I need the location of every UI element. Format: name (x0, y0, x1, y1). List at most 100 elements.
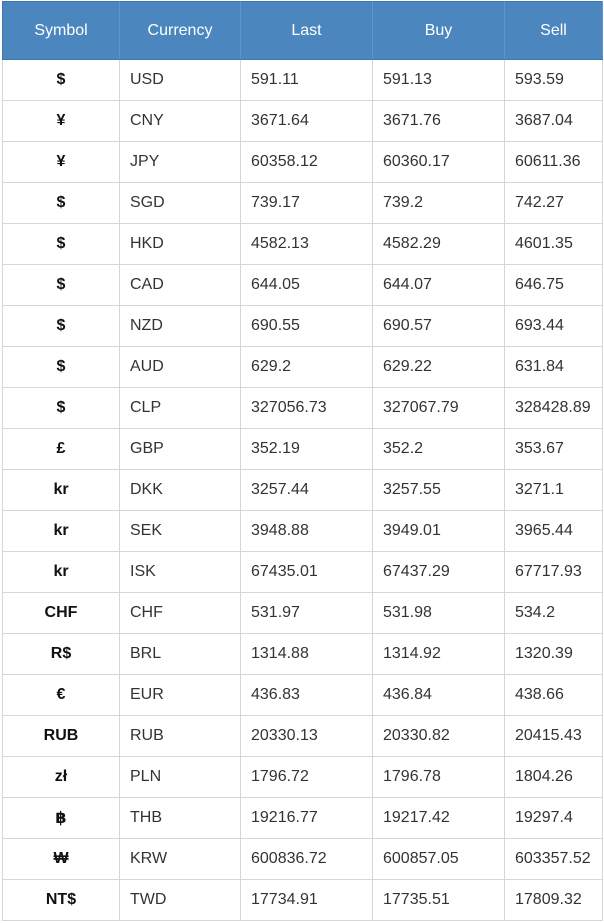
table-row: zł PLN 1796.72 1796.78 1804.26 (2, 756, 603, 798)
cell-symbol: NT$ (2, 879, 120, 921)
cell-last: 600836.72 (240, 838, 373, 880)
cell-buy: 3671.76 (372, 100, 505, 142)
cell-buy: 690.57 (372, 305, 505, 347)
cell-sell: 3965.44 (504, 510, 603, 552)
table-body: $ USD 591.11 591.13 593.59 ¥ CNY 3671.64 3671.76… (2, 59, 603, 921)
cell-sell: 693.44 (504, 305, 603, 347)
cell-buy: 644.07 (372, 264, 505, 306)
cell-currency: NZD (119, 305, 241, 347)
header-symbol[interactable]: Symbol (2, 1, 120, 60)
cell-sell: 534.2 (504, 592, 603, 634)
cell-sell: 60611.36 (504, 141, 603, 183)
cell-buy: 17735.51 (372, 879, 505, 921)
header-last[interactable]: Last (240, 1, 373, 60)
cell-last: 1796.72 (240, 756, 373, 798)
cell-symbol: £ (2, 428, 120, 470)
cell-currency: GBP (119, 428, 241, 470)
table-row: kr DKK 3257.44 3257.55 3271.1 (2, 469, 603, 511)
table-row: $ SGD 739.17 739.2 742.27 (2, 182, 603, 224)
cell-buy: 4582.29 (372, 223, 505, 265)
cell-last: 436.83 (240, 674, 373, 716)
cell-last: 67435.01 (240, 551, 373, 593)
header-buy[interactable]: Buy (372, 1, 505, 60)
cell-currency: SEK (119, 510, 241, 552)
cell-currency: HKD (119, 223, 241, 265)
cell-sell: 328428.89 (504, 387, 603, 429)
cell-buy: 3949.01 (372, 510, 505, 552)
table-row: $ HKD 4582.13 4582.29 4601.35 (2, 223, 603, 265)
cell-symbol: kr (2, 510, 120, 552)
cell-currency: SGD (119, 182, 241, 224)
cell-symbol: $ (2, 305, 120, 347)
header-row: Symbol Currency Last Buy Sell (2, 1, 603, 60)
cell-last: 3257.44 (240, 469, 373, 511)
cell-last: 591.11 (240, 59, 373, 101)
cell-sell: 67717.93 (504, 551, 603, 593)
cell-symbol: CHF (2, 592, 120, 634)
cell-buy: 20330.82 (372, 715, 505, 757)
table-row: € EUR 436.83 436.84 438.66 (2, 674, 603, 716)
header-currency[interactable]: Currency (119, 1, 241, 60)
cell-sell: 631.84 (504, 346, 603, 388)
table-row: ₩ KRW 600836.72 600857.05 603357.52 (2, 838, 603, 880)
cell-symbol: ฿ (2, 797, 120, 839)
table-row: ¥ JPY 60358.12 60360.17 60611.36 (2, 141, 603, 183)
cell-sell: 1804.26 (504, 756, 603, 798)
cell-symbol: $ (2, 264, 120, 306)
table-row: £ GBP 352.19 352.2 353.67 (2, 428, 603, 470)
cell-currency: TWD (119, 879, 241, 921)
cell-currency: KRW (119, 838, 241, 880)
cell-sell: 742.27 (504, 182, 603, 224)
cell-sell: 646.75 (504, 264, 603, 306)
cell-buy: 629.22 (372, 346, 505, 388)
cell-currency: AUD (119, 346, 241, 388)
table-row: RUB RUB 20330.13 20330.82 20415.43 (2, 715, 603, 757)
cell-currency: USD (119, 59, 241, 101)
cell-symbol: $ (2, 387, 120, 429)
cell-buy: 1796.78 (372, 756, 505, 798)
cell-currency: DKK (119, 469, 241, 511)
cell-last: 19216.77 (240, 797, 373, 839)
cell-sell: 353.67 (504, 428, 603, 470)
header-sell[interactable]: Sell (504, 1, 603, 60)
cell-sell: 17809.32 (504, 879, 603, 921)
cell-buy: 436.84 (372, 674, 505, 716)
cell-currency: ISK (119, 551, 241, 593)
table-row: $ NZD 690.55 690.57 693.44 (2, 305, 603, 347)
cell-buy: 60360.17 (372, 141, 505, 183)
cell-last: 531.97 (240, 592, 373, 634)
table-row: kr SEK 3948.88 3949.01 3965.44 (2, 510, 603, 552)
cell-buy: 3257.55 (372, 469, 505, 511)
cell-symbol: $ (2, 59, 120, 101)
table-row: $ CAD 644.05 644.07 646.75 (2, 264, 603, 306)
cell-buy: 352.2 (372, 428, 505, 470)
table-row: $ AUD 629.2 629.22 631.84 (2, 346, 603, 388)
table-row: NT$ TWD 17734.91 17735.51 17809.32 (2, 879, 603, 921)
cell-symbol: ¥ (2, 100, 120, 142)
cell-currency: JPY (119, 141, 241, 183)
cell-symbol: € (2, 674, 120, 716)
table-row: CHF CHF 531.97 531.98 534.2 (2, 592, 603, 634)
cell-buy: 591.13 (372, 59, 505, 101)
table-row: kr ISK 67435.01 67437.29 67717.93 (2, 551, 603, 593)
table-row: $ USD 591.11 591.13 593.59 (2, 59, 603, 101)
cell-sell: 603357.52 (504, 838, 603, 880)
cell-last: 327056.73 (240, 387, 373, 429)
cell-symbol: $ (2, 182, 120, 224)
cell-currency: CNY (119, 100, 241, 142)
cell-currency: EUR (119, 674, 241, 716)
cell-symbol: $ (2, 223, 120, 265)
cell-sell: 1320.39 (504, 633, 603, 675)
cell-symbol: kr (2, 551, 120, 593)
cell-last: 739.17 (240, 182, 373, 224)
table-header: Symbol Currency Last Buy Sell (2, 1, 603, 60)
cell-symbol: ¥ (2, 141, 120, 183)
cell-last: 4582.13 (240, 223, 373, 265)
cell-buy: 67437.29 (372, 551, 505, 593)
cell-symbol: R$ (2, 633, 120, 675)
table-row: R$ BRL 1314.88 1314.92 1320.39 (2, 633, 603, 675)
cell-last: 20330.13 (240, 715, 373, 757)
cell-last: 17734.91 (240, 879, 373, 921)
